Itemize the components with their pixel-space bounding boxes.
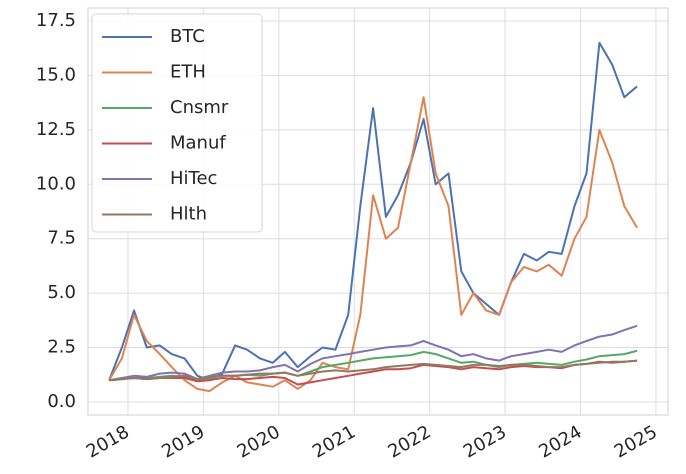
series-line (108, 96, 638, 393)
legend-label: Hlth (170, 204, 207, 225)
x-tick-label: 2019 (158, 421, 208, 462)
series-line (108, 41, 638, 382)
x-tick-label: 2023 (460, 421, 510, 462)
x-tick-label: 2025 (611, 421, 661, 462)
legend-label: BTC (170, 26, 205, 47)
y-tick-label: 5.0 (47, 282, 76, 303)
y-tick-label: 15.0 (36, 64, 76, 85)
x-tick-label: 2022 (384, 421, 434, 462)
series-line (109, 349, 638, 382)
x-tick-label: 2018 (83, 421, 133, 462)
legend-label: Cnsmr (170, 97, 229, 118)
series-line (109, 359, 638, 382)
x-tick-label: 2024 (535, 421, 585, 462)
y-tick-label: 10.0 (36, 173, 76, 194)
legend: BTC ETH Cnsmr Manuf HiTec Hlth (91, 13, 263, 233)
y-tick-label: 17.5 (36, 10, 76, 31)
legend-label: Manuf (170, 133, 226, 154)
y-tick-label: 7.5 (47, 228, 76, 249)
x-tick-label: 2021 (309, 421, 359, 462)
legend-box (91, 13, 263, 233)
y-tick-label: 2.5 (47, 337, 76, 358)
y-tick-label: 0.0 (47, 391, 76, 412)
x-tick-label: 2020 (234, 421, 284, 462)
legend-label: ETH (170, 62, 206, 83)
y-tick-label: 12.5 (36, 119, 76, 140)
legend-label: HiTec (170, 168, 217, 189)
